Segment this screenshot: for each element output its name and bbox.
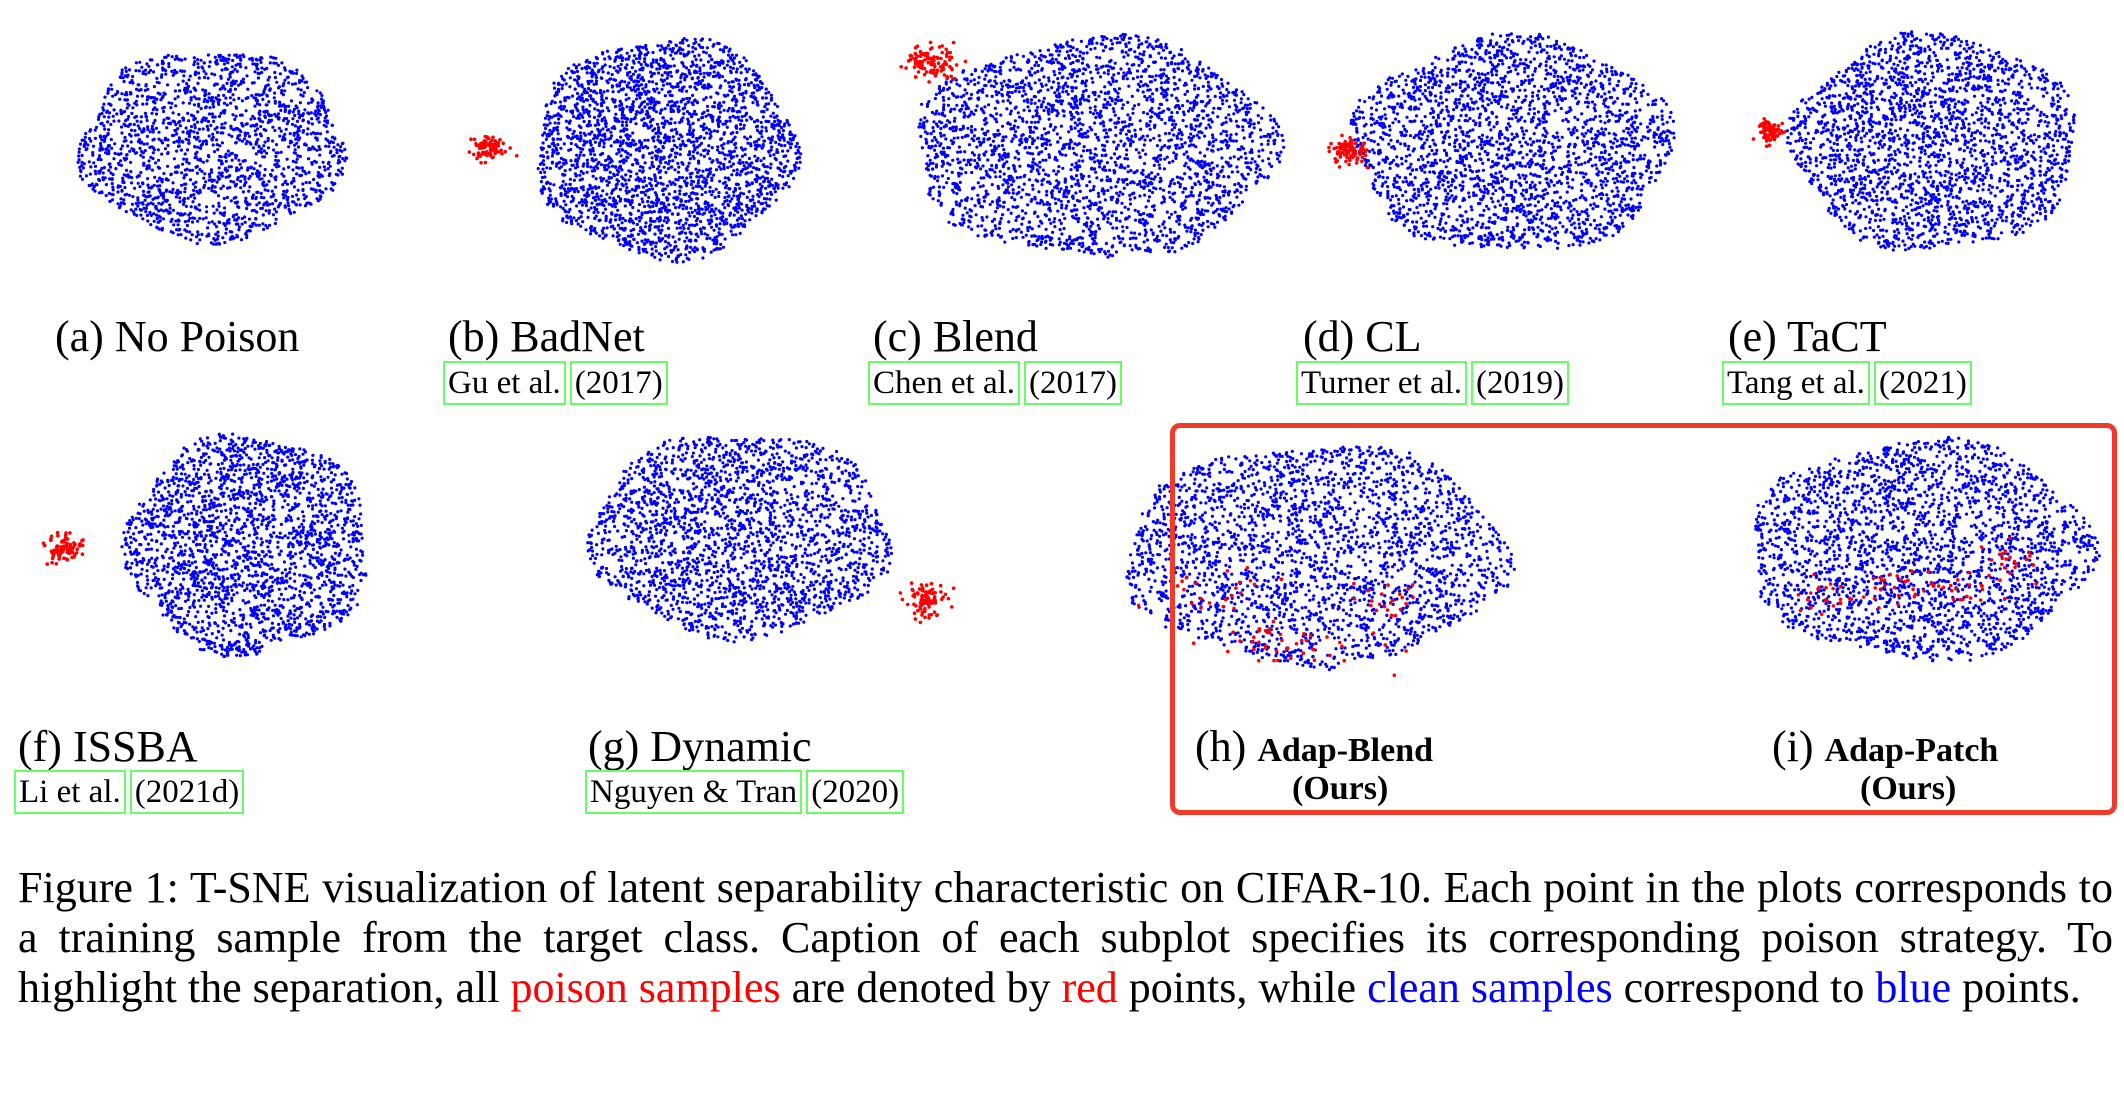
caption-text-5: points. [1951,963,2081,1012]
cite-link[interactable]: Li et al. [14,770,126,814]
subplot-label-d: (d) CL [1303,312,1422,362]
caption-poison-samples: poison samples [510,963,780,1012]
cite-link[interactable]: Turner et al. [1296,361,1468,405]
citation-b: Gu et al. (2017) [443,361,672,405]
caption-clean-samples: clean samples [1367,963,1613,1012]
cite-link[interactable]: Gu et al. [443,361,566,405]
citation-g: Nguyen & Tran (2020) [585,770,908,814]
subplot-i-letter: (i) [1772,722,1814,771]
scatter-e [1751,30,2076,252]
caption-text-4: correspond to [1613,963,1876,1012]
ours-highlight-box [1170,423,2117,815]
subplot-h-letter: (h) [1195,722,1246,771]
scatter-a [76,53,349,246]
subplot-label-a: (a) No Poison [55,312,299,362]
cite-year-link[interactable]: (2019) [1471,361,1569,405]
cite-link[interactable]: Nguyen & Tran [585,770,803,814]
caption-red: red [1062,963,1118,1012]
caption-blue: blue [1875,963,1951,1012]
scatter-g [586,435,956,644]
subplot-label-c: (c) Blend [873,312,1038,362]
scatter-f [41,432,368,659]
cite-year-link[interactable]: (2020) [806,770,905,814]
citation-f: Li et al. (2021d) [14,770,248,814]
scatter-i [1754,435,2101,663]
caption-text-3: points, while [1118,963,1367,1012]
cite-year-link[interactable]: (2017) [1024,361,1123,405]
subplot-label-i: (i) Adap-Patch [1772,722,1998,776]
method-name-adap-patch: Adap-Patch [1825,732,1999,769]
cite-year-link[interactable]: (2017) [569,361,668,405]
subplot-label-h: (h) Adap-Blend [1195,722,1433,776]
citation-e: Tang et al. (2021) [1722,361,1976,405]
subplot-label-b: (b) BadNet [448,312,645,362]
subplot-label-f: (f) ISSBA [18,722,198,772]
ours-label-i: (Ours) [1860,769,1956,809]
cite-link[interactable]: Chen et al. [868,361,1021,405]
scatter-c [899,32,1286,259]
subplot-label-g: (g) Dynamic [588,722,812,772]
scatter-d [1327,32,1676,250]
cite-year-link[interactable]: (2021) [1873,361,1972,405]
scatter-h [1125,445,1516,678]
cite-link[interactable]: Tang et al. [1722,361,1870,405]
caption-text-2: are denoted by [781,963,1062,1012]
caption-text-1: Figure 1: T-SNE visualization of latent … [18,863,2113,1012]
ours-label-h: (Ours) [1292,769,1388,809]
scatter-b [467,37,803,264]
citation-c: Chen et al. (2017) [868,361,1126,405]
method-name-adap-blend: Adap-Blend [1257,732,1433,769]
cite-year-link[interactable]: (2021d) [129,770,245,814]
subplot-label-e: (e) TaCT [1728,312,1887,362]
citation-d: Turner et al. (2019) [1296,361,1573,405]
figure-caption: Figure 1: T-SNE visualization of latent … [18,863,2113,1013]
